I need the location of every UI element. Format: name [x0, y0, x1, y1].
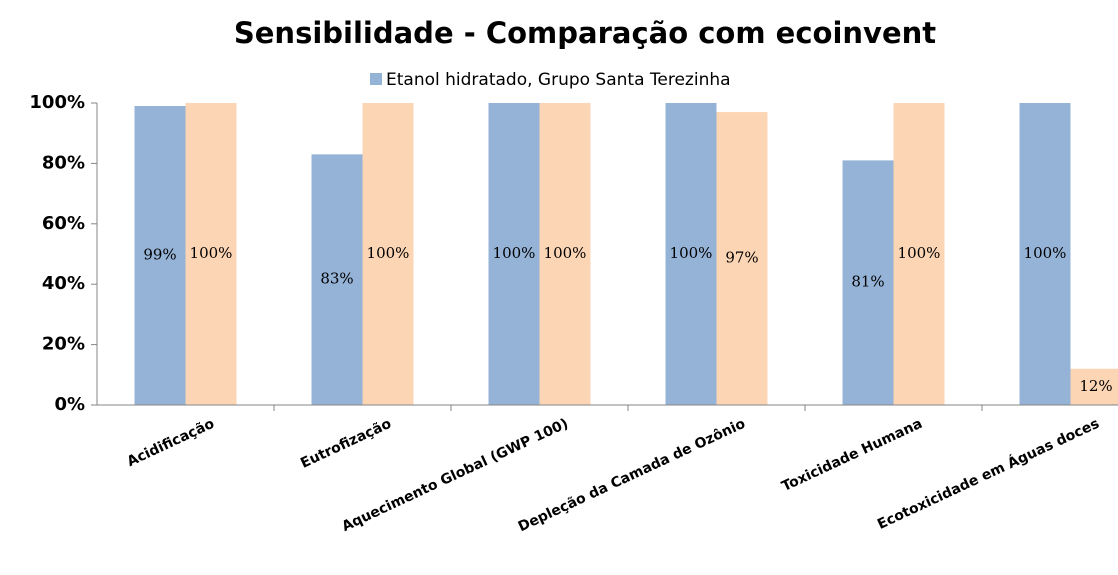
y-tick-label: 20% [42, 334, 85, 355]
y-tick-label: 100% [29, 92, 85, 113]
bar [134, 106, 186, 406]
x-tick-label: Eutrofização [298, 416, 394, 472]
bar [488, 103, 540, 405]
bar [539, 103, 591, 405]
bar [842, 160, 894, 405]
value-label: 100% [190, 244, 233, 262]
x-tick-label: Toxicidade Humana [779, 416, 925, 495]
legend-swatch [370, 73, 382, 85]
value-label: 83% [320, 270, 353, 288]
bar [1070, 368, 1118, 405]
value-label: 100% [493, 244, 536, 262]
value-label: 97% [725, 249, 758, 267]
bar [362, 103, 414, 405]
y-tick-label: 0% [54, 394, 85, 415]
bar [716, 112, 768, 405]
bar [893, 103, 945, 405]
y-tick-label: 80% [42, 152, 85, 173]
bar [311, 154, 363, 405]
bar [665, 103, 717, 405]
value-label: 99% [143, 246, 176, 264]
legend-label: Etanol hidratado, Grupo Santa Terezinha [386, 70, 731, 90]
value-label: 100% [544, 244, 587, 262]
value-label: 12% [1079, 377, 1112, 395]
value-label: 100% [670, 244, 713, 262]
bar [185, 103, 237, 405]
chart-title: Sensibilidade - Comparação com ecoinvent [234, 16, 936, 50]
value-label: 100% [898, 244, 941, 262]
y-tick-label: 60% [42, 213, 85, 234]
x-tick-label: Acidificação [125, 416, 218, 470]
y-tick-label: 40% [42, 273, 85, 294]
value-label: 100% [367, 244, 410, 262]
bar [1019, 103, 1071, 405]
value-label: 81% [851, 273, 884, 291]
value-label: 100% [1024, 244, 1067, 262]
